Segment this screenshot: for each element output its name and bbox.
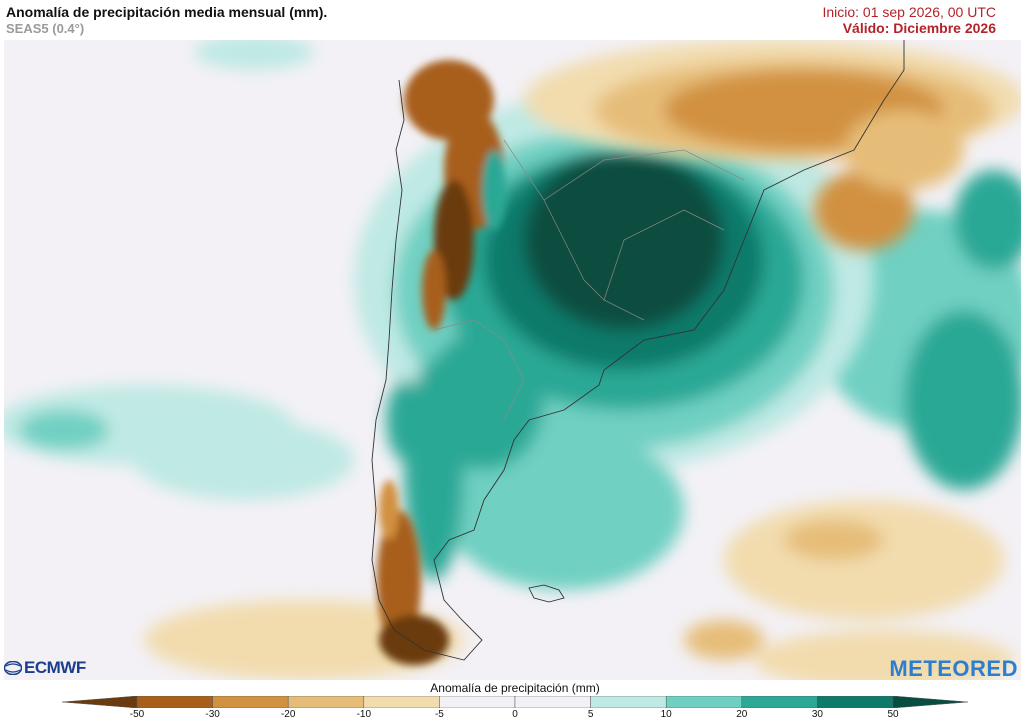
legend-tick-label: 5: [587, 709, 594, 720]
legend-segment: [665, 696, 743, 708]
legend-segment: [590, 696, 667, 708]
legend-segment: [363, 696, 440, 708]
legend-title: Anomalía de precipitación (mm): [430, 681, 600, 695]
legend-color-bar: [62, 696, 968, 708]
legend-segment: [212, 696, 289, 708]
country-borders: [433, 139, 745, 421]
legend-tick-label: 10: [660, 709, 672, 720]
valid-time: Válido: Diciembre 2026: [842, 20, 996, 36]
legend-tick-label: -50: [129, 709, 145, 720]
map-canvas: [4, 40, 1021, 680]
legend-tick-label: -5: [434, 709, 444, 720]
legend-segment: [817, 696, 894, 708]
legend-segment: [136, 696, 213, 708]
legend-segment: [892, 696, 968, 708]
meteored-logo: METEORED: [889, 656, 1018, 681]
init-time: Inicio: 01 sep 2026, 00 UTC: [822, 4, 996, 20]
ecmwf-logo-icon: [4, 661, 22, 675]
legend-tick-label: 50: [887, 709, 899, 720]
legend-tick-label: -30: [205, 709, 220, 720]
precipitation-anomaly-map: [4, 40, 1021, 680]
map-title: Anomalía de precipitación media mensual …: [6, 4, 328, 20]
legend-tick-label: -10: [356, 709, 372, 720]
model-subtitle: SEAS5 (0.4°): [6, 21, 85, 36]
legend-tick-label: -20: [280, 709, 296, 720]
legend-segment: [741, 696, 818, 708]
dry-anomaly-brazil: [524, 40, 1021, 250]
coastline: [371, 40, 905, 661]
falkland-islands: [528, 584, 565, 603]
ecmwf-logo-text: ECMWF: [24, 658, 86, 677]
ecmwf-logo: ECMWF: [4, 658, 86, 678]
legend-tick-label: 30: [811, 709, 823, 720]
color-legend: Anomalía de precipitación (mm) -50 -30 -20…: [62, 681, 968, 720]
legend-tick-label: 0: [512, 709, 518, 720]
legend-segment: [514, 696, 591, 708]
legend-segment: [62, 696, 138, 708]
legend-segment: [439, 696, 516, 708]
legend-segment: [287, 696, 365, 708]
legend-tick-label: 20: [736, 709, 748, 720]
dry-anomaly-andes: [377, 60, 506, 665]
